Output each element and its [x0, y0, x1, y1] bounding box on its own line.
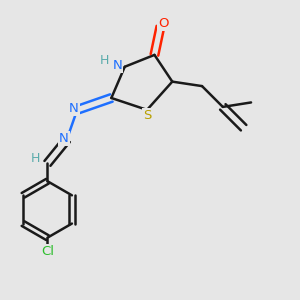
Text: N: N [112, 59, 122, 72]
Text: N: N [59, 132, 69, 145]
Text: O: O [158, 17, 169, 30]
Text: N: N [69, 102, 79, 115]
Text: H: H [31, 152, 40, 165]
Text: Cl: Cl [41, 244, 54, 258]
Text: S: S [143, 109, 151, 122]
Text: H: H [100, 54, 109, 67]
